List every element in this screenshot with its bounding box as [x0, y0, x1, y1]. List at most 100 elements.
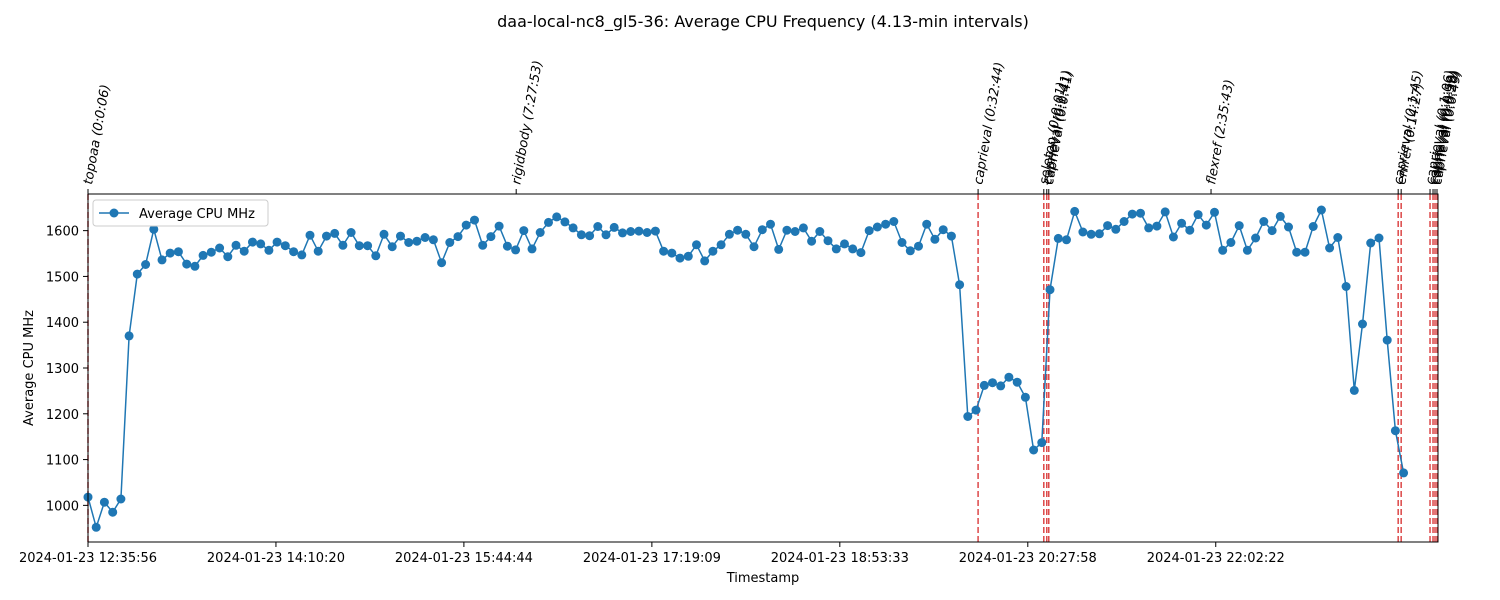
data-point-95 — [864, 226, 874, 236]
y-tick-label-6: 1600 — [46, 225, 79, 240]
data-point-91 — [831, 244, 841, 254]
data-point-76 — [708, 246, 718, 256]
stage-label-1: rigidbody (7:27:53) — [509, 59, 546, 185]
data-point-75 — [700, 256, 710, 266]
legend-label: Average CPU MHz — [139, 207, 255, 222]
data-point-66 — [626, 227, 636, 236]
data-point-105 — [946, 231, 956, 241]
y-tick-label-4: 1400 — [46, 316, 79, 331]
data-point-131 — [1160, 207, 1170, 217]
data-point-122 — [1086, 229, 1096, 239]
data-point-154 — [1349, 385, 1359, 395]
data-point-145 — [1275, 211, 1285, 221]
data-point-129 — [1144, 223, 1154, 233]
data-point-8 — [149, 224, 159, 234]
data-point-79 — [733, 225, 743, 235]
data-point-4 — [116, 494, 126, 504]
x-axis-label: Timestamp — [726, 571, 800, 586]
data-point-124 — [1103, 221, 1113, 231]
data-point-112 — [1004, 372, 1014, 382]
x-axis: 2024-01-23 12:35:56 2024-01-23 14:10:20 20… — [19, 542, 1285, 566]
data-point-7 — [141, 260, 151, 269]
data-point-15 — [206, 247, 216, 257]
data-point-12 — [182, 259, 192, 269]
data-point-148 — [1300, 247, 1310, 257]
data-point-158 — [1382, 335, 1392, 345]
data-point-130 — [1152, 221, 1162, 231]
data-point-5 — [124, 331, 134, 341]
data-point-25 — [289, 247, 299, 257]
data-point-106 — [955, 280, 965, 290]
data-point-20 — [248, 237, 257, 247]
data-point-147 — [1292, 247, 1302, 257]
data-point-72 — [675, 253, 685, 263]
data-point-42 — [428, 235, 438, 245]
data-point-127 — [1127, 209, 1137, 219]
data-point-74 — [692, 240, 701, 250]
data-point-117 — [1045, 285, 1055, 295]
data-point-83 — [766, 219, 775, 229]
data-point-132 — [1168, 232, 1178, 242]
data-point-141 — [1242, 245, 1252, 255]
data-point-56 — [544, 217, 553, 227]
data-point-125 — [1111, 224, 1121, 234]
series-layer — [83, 205, 1409, 532]
data-point-138 — [1218, 245, 1228, 255]
data-point-146 — [1284, 222, 1293, 232]
data-point-44 — [445, 238, 455, 247]
data-point-35 — [371, 251, 381, 261]
stage-tick-marks — [87, 189, 1438, 194]
legend-marker-swatch — [109, 208, 119, 218]
legend: Average CPU MHz — [92, 199, 269, 227]
data-point-81 — [749, 242, 759, 252]
data-point-10 — [165, 248, 175, 258]
y-axis-label: Average CPU MHz — [22, 310, 37, 426]
data-point-157 — [1374, 233, 1384, 243]
data-point-61 — [585, 231, 595, 241]
data-point-134 — [1185, 225, 1195, 235]
data-point-97 — [881, 219, 891, 229]
data-point-82 — [757, 225, 767, 235]
data-point-22 — [264, 245, 274, 255]
data-point-120 — [1070, 206, 1080, 216]
data-point-109 — [979, 380, 989, 390]
legend-box — [92, 199, 269, 227]
data-point-19 — [239, 246, 249, 256]
data-point-108 — [971, 405, 981, 415]
data-point-101 — [914, 241, 923, 251]
data-point-140 — [1234, 221, 1244, 231]
data-point-50 — [494, 221, 504, 231]
data-point-59 — [568, 223, 578, 233]
y-tick-label-0: 1000 — [46, 499, 79, 514]
data-point-152 — [1333, 233, 1343, 242]
data-point-62 — [593, 222, 603, 231]
data-point-1 — [91, 522, 101, 532]
data-point-121 — [1078, 227, 1088, 237]
data-point-51 — [502, 241, 512, 251]
data-point-135 — [1193, 210, 1203, 220]
data-point-63 — [601, 230, 611, 240]
stage-marker-lines — [87, 194, 1438, 542]
data-point-70 — [659, 246, 669, 256]
data-point-55 — [535, 228, 545, 237]
data-point-107 — [963, 412, 973, 421]
data-point-30 — [330, 228, 340, 238]
data-point-123 — [1094, 229, 1104, 239]
data-point-115 — [1029, 445, 1039, 455]
data-point-43 — [437, 258, 447, 268]
data-point-86 — [790, 227, 800, 236]
x-tick-label-3: 2024-01-23 17:19:09 — [583, 551, 721, 566]
x-tick-label-6: 2024-01-23 22:02:22 — [1147, 551, 1285, 566]
data-point-28 — [313, 246, 323, 256]
data-point-96 — [872, 222, 882, 232]
data-point-40 — [412, 236, 422, 246]
stage-label-6: flexref (2:35:43) — [1204, 78, 1237, 185]
stage-labels: topoaa (0:0:06) rigidbody (7:27:53) caprie… — [81, 59, 1465, 185]
data-point-37 — [387, 242, 397, 252]
data-point-34 — [363, 241, 373, 251]
data-point-57 — [552, 212, 562, 222]
data-point-85 — [782, 225, 792, 235]
data-point-149 — [1308, 222, 1318, 231]
data-point-119 — [1062, 235, 1071, 245]
